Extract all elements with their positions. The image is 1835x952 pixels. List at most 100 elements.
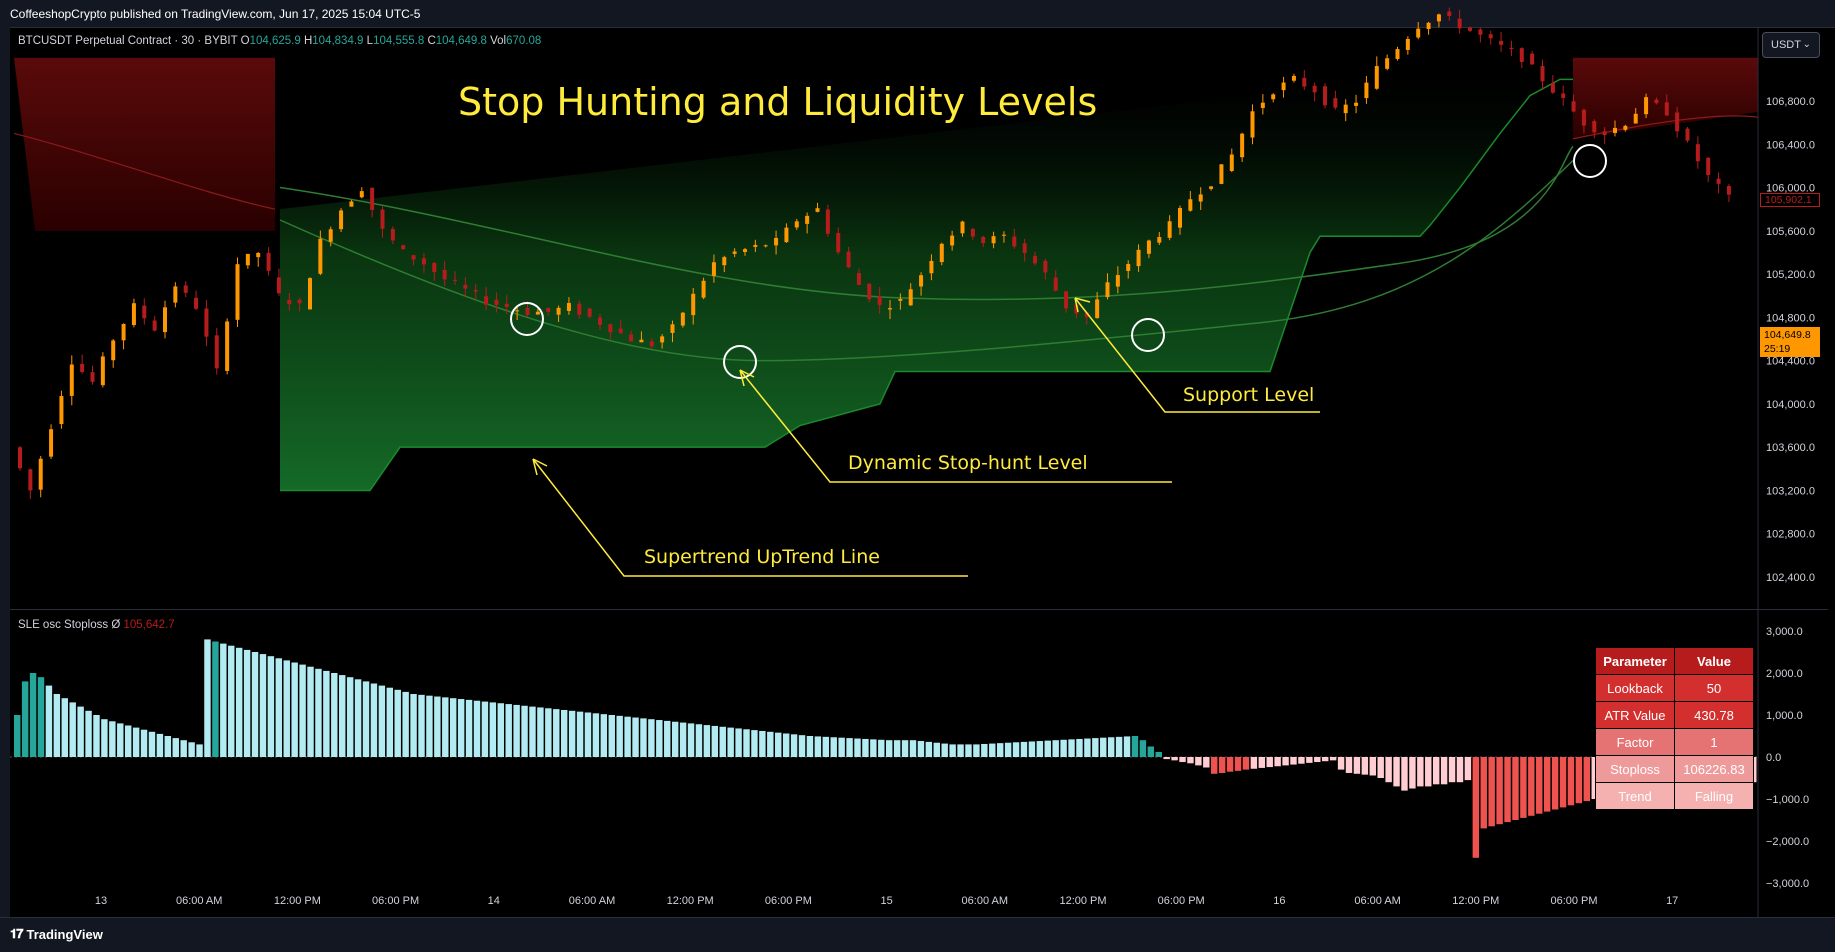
osc-bar	[1179, 757, 1186, 763]
osc-bar	[1139, 740, 1147, 757]
candle-body	[950, 235, 955, 246]
osc-bar	[1234, 757, 1242, 771]
time-axis-tick: 06:00 AM	[569, 895, 615, 907]
candle-body	[1426, 22, 1431, 29]
candle-body	[442, 269, 447, 280]
osc-bar	[1488, 757, 1495, 827]
candle-body	[743, 249, 747, 252]
osc-bar	[846, 738, 853, 757]
candle-body	[1519, 48, 1524, 63]
osc-bar	[711, 725, 719, 757]
price-axis-tick: 105,600.0	[1766, 226, 1815, 238]
candle-body	[1405, 38, 1410, 50]
price-axis-tick: 106,400.0	[1766, 139, 1815, 151]
osc-bar	[14, 715, 21, 757]
osc-bar	[473, 700, 481, 757]
candle-body	[774, 237, 779, 246]
osc-bar	[220, 643, 227, 757]
time-axis-tick: 12:00 PM	[1059, 895, 1106, 907]
osc-bar	[109, 721, 116, 757]
osc-bar	[1464, 757, 1472, 781]
osc-bar	[370, 683, 378, 757]
osc-bar	[434, 696, 441, 757]
time-axis-tick: 12:00 PM	[667, 895, 714, 907]
osc-bar	[893, 740, 901, 757]
candle-body	[80, 363, 85, 372]
candle-body	[1074, 304, 1079, 314]
osc-bar	[1211, 757, 1218, 774]
candle-body	[1364, 82, 1369, 99]
candle-body	[587, 308, 592, 317]
osc-bar	[1361, 757, 1369, 775]
candle-body	[1613, 127, 1617, 133]
candle-body	[69, 364, 74, 396]
supertrend-arrow-line	[532, 458, 968, 577]
osc-bar	[29, 673, 37, 757]
osc-bar	[1131, 736, 1139, 757]
candle-body	[380, 209, 385, 229]
candle-body	[680, 312, 685, 326]
osc-bar	[315, 668, 322, 757]
low-value: 104,555.8	[373, 35, 425, 47]
candle-body	[504, 303, 509, 308]
pane-divider[interactable]	[10, 609, 1828, 610]
time-axis-tick: 06:00 AM	[1354, 895, 1400, 907]
candle-body	[1374, 66, 1379, 89]
osc-bar	[1559, 757, 1567, 808]
osc-bar	[228, 645, 235, 757]
osc-bar	[1076, 738, 1083, 757]
close-label: C	[427, 35, 436, 47]
osc-bar	[1020, 741, 1028, 757]
table-cell: Trend	[1595, 782, 1675, 810]
high-label: H	[303, 35, 313, 47]
price-axis-tick: 104,400.0	[1766, 356, 1815, 368]
osc-bar	[1345, 757, 1353, 773]
osc-bar	[1440, 757, 1448, 785]
candle-body	[463, 284, 468, 289]
osc-bar	[822, 736, 830, 757]
osc-bar	[981, 743, 988, 757]
table-row: Factor 1	[1595, 728, 1754, 756]
candle-body	[763, 245, 768, 247]
osc-bar	[497, 703, 504, 757]
candle-body	[276, 277, 281, 294]
osc-bar	[616, 715, 623, 757]
candle-body	[1499, 40, 1504, 45]
osc-bar	[838, 737, 845, 757]
indicator-symbol: Ø	[111, 619, 121, 631]
osc-bar	[632, 717, 639, 757]
osc-bar	[53, 694, 61, 757]
candle-body	[38, 458, 43, 490]
downtrend-line-right	[1572, 115, 1759, 140]
osc-bar	[1551, 757, 1559, 810]
currency-button[interactable]: USDT ⌄	[1762, 32, 1820, 58]
osc-bar	[560, 709, 568, 757]
indicator-value: 105,642.7	[123, 619, 175, 631]
candle-body	[753, 244, 758, 247]
candle-body	[484, 296, 489, 305]
candle-body	[473, 289, 478, 292]
candle-body	[328, 229, 333, 242]
osc-bar	[553, 709, 560, 757]
candle-body	[1550, 82, 1555, 93]
tradingview-logo[interactable]: 𝟏𝟕 TradingView	[10, 926, 103, 942]
candle-body	[194, 297, 199, 309]
candle-body	[59, 396, 64, 425]
candle-body	[390, 228, 395, 241]
candle-body	[111, 340, 116, 361]
osc-bar	[695, 724, 703, 757]
osc-bar	[212, 641, 219, 757]
osc-bar	[537, 707, 544, 757]
publish-info: CoffeeshopCrypto published on TradingVie…	[10, 7, 421, 21]
osc-bar	[323, 670, 330, 757]
osc-bar	[180, 740, 187, 757]
price-axis-tick: 106,800.0	[1766, 96, 1815, 108]
candle-body	[732, 251, 737, 254]
candle-body	[1105, 282, 1110, 298]
osc-bar	[1004, 742, 1012, 757]
table-cell: ATR Value	[1595, 701, 1675, 729]
liquidity-lower-line	[279, 159, 1574, 362]
candle-body	[1654, 99, 1659, 104]
candle-body	[1602, 131, 1607, 136]
